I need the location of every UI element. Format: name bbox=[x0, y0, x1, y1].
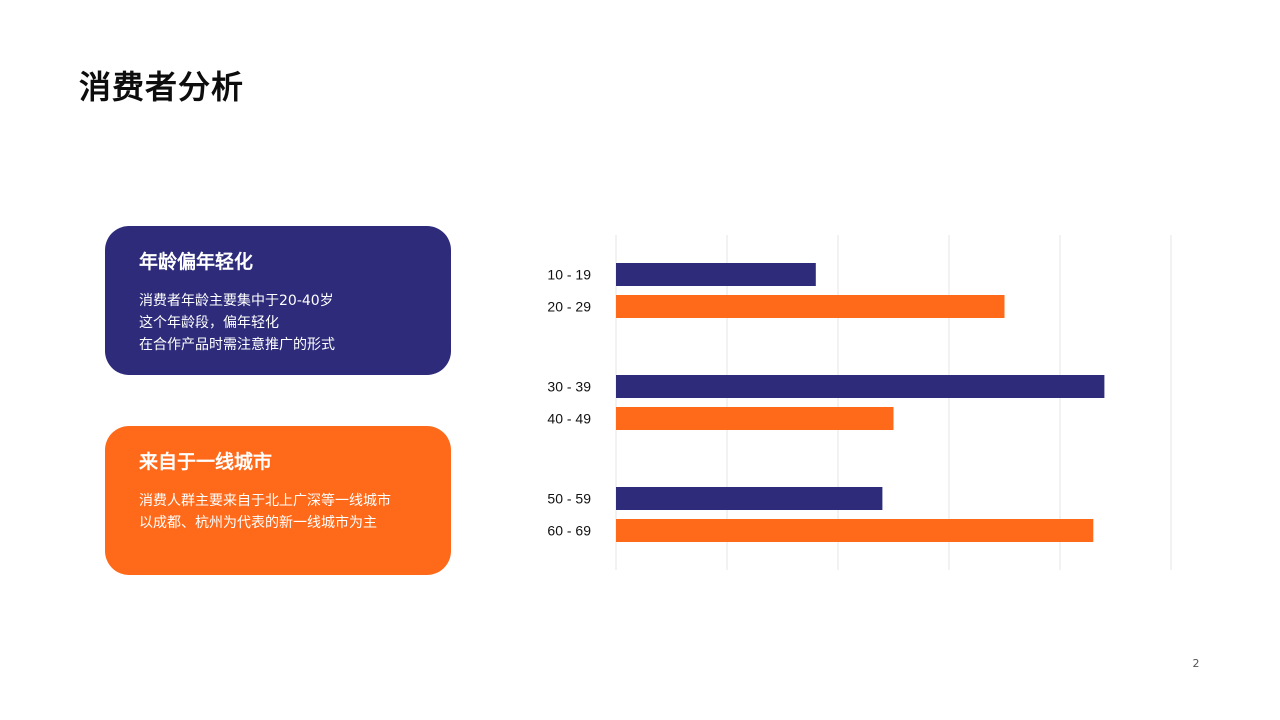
bar-30-39 bbox=[616, 375, 1105, 398]
category-label: 10 - 19 bbox=[547, 267, 591, 283]
category-label: 40 - 49 bbox=[547, 411, 591, 427]
category-label: 50 - 59 bbox=[547, 491, 591, 507]
card-text-line: 这个年龄段，偏年轻化 bbox=[139, 315, 279, 331]
page-number: 2 bbox=[1192, 657, 1200, 670]
card-text-line: 消费者年龄主要集中于20-40岁 bbox=[139, 293, 334, 309]
card-text-line: 消费人群主要来自于北上广深等一线城市 bbox=[139, 493, 391, 509]
card-text-line: 在合作产品时需注意推广的形式 bbox=[139, 337, 335, 353]
insight-card-age: 年龄偏年轻化 消费者年龄主要集中于20-40岁 这个年龄段，偏年轻化 在合作产品… bbox=[105, 226, 451, 375]
bar-10-19 bbox=[616, 263, 816, 286]
bar-20-29 bbox=[616, 295, 1005, 318]
bar-60-69 bbox=[616, 519, 1094, 542]
category-label: 30 - 39 bbox=[547, 379, 591, 395]
bar-50-59 bbox=[616, 487, 883, 510]
card-title: 来自于一线城市 bbox=[139, 451, 273, 473]
age-bar-chart: 10 - 19 20 - 29 30 - 39 40 - 49 50 - 59 60 - … bbox=[547, 235, 1172, 570]
insight-card-city: 来自于一线城市 消费人群主要来自于北上广深等一线城市 以成都、杭州为代表的新一线… bbox=[105, 426, 451, 575]
bar-40-49 bbox=[616, 407, 894, 430]
category-label: 60 - 69 bbox=[547, 523, 591, 539]
page-title: 消费者分析 bbox=[79, 68, 245, 106]
card-title: 年龄偏年轻化 bbox=[139, 251, 254, 273]
category-label: 20 - 29 bbox=[547, 299, 591, 315]
card-text-line: 以成都、杭州为代表的新一线城市为主 bbox=[139, 515, 377, 531]
